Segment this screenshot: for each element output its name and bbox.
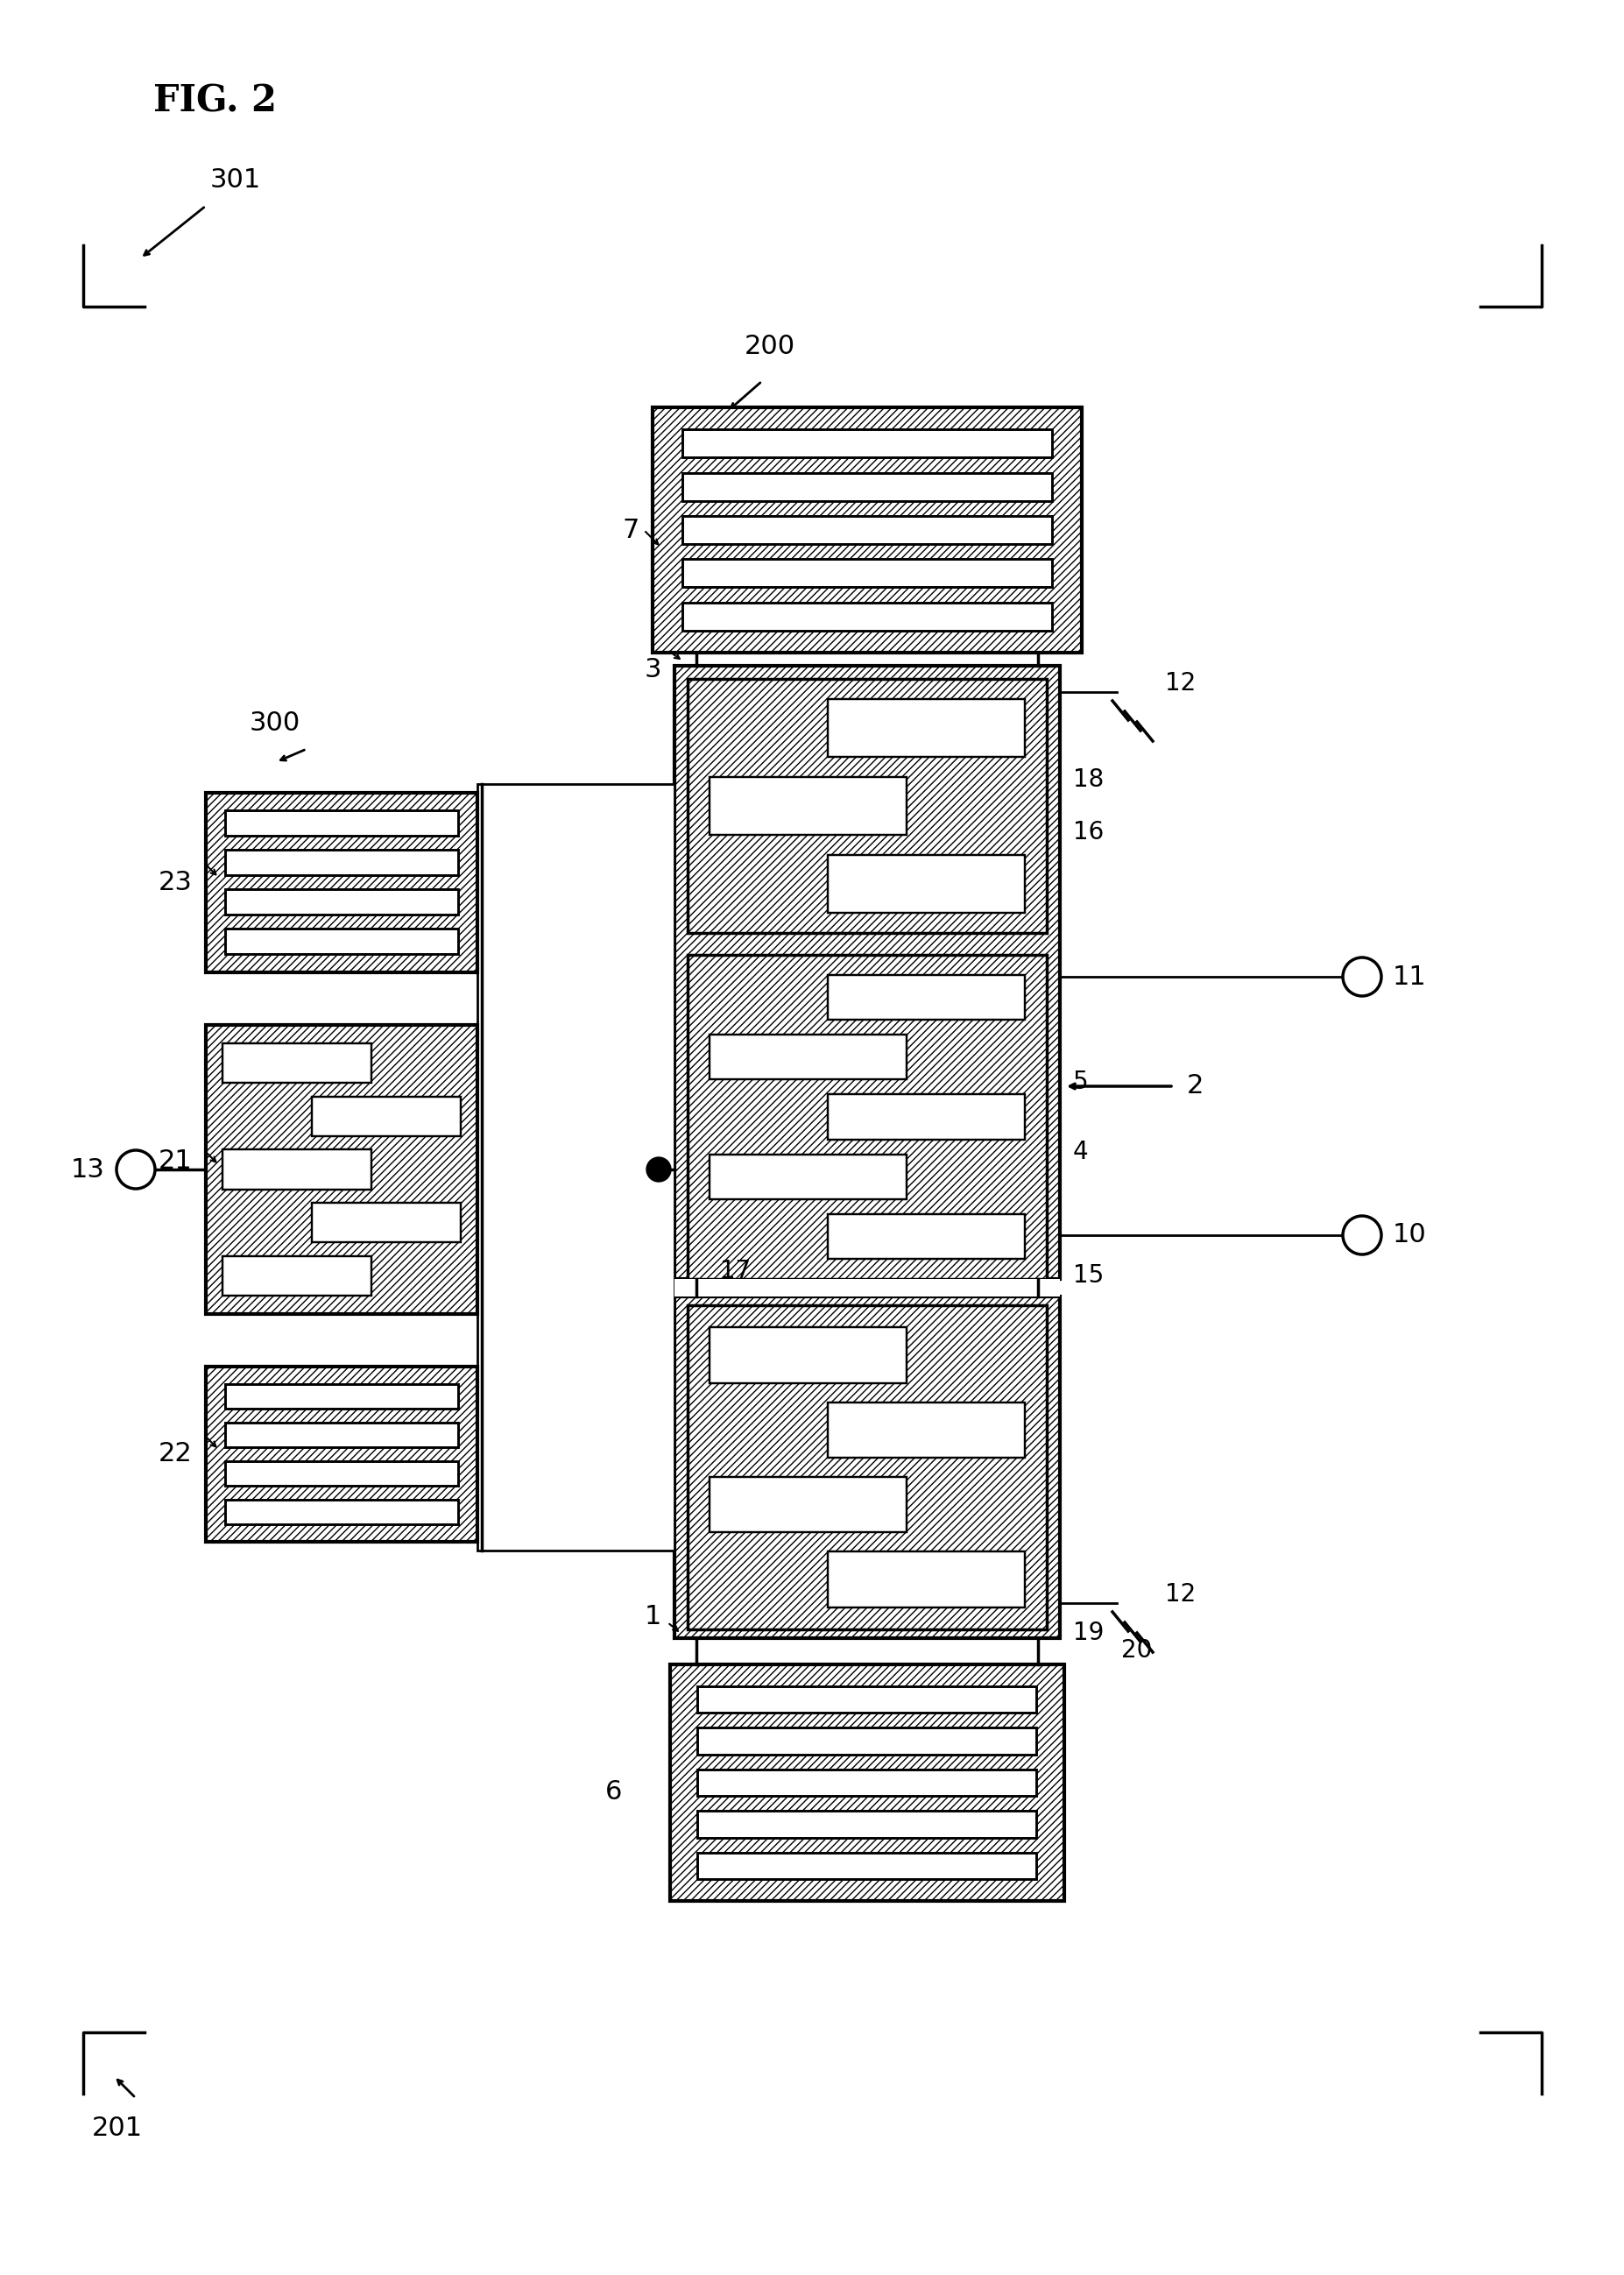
Bar (224, 1499, 458, 1524)
Text: 12: 12 (1164, 1581, 1195, 1606)
Bar (224, 810, 458, 835)
Bar (312, 1097, 461, 1135)
Bar (224, 928, 458, 953)
Text: 20: 20 (1121, 1638, 1151, 1663)
Text: 7: 7 (622, 516, 640, 544)
Bar (224, 1383, 458, 1408)
Text: 1: 1 (645, 1604, 661, 1629)
Bar (671, 1665, 1064, 1902)
Text: 5: 5 (1073, 1069, 1088, 1094)
Text: 19: 19 (1073, 1620, 1104, 1645)
Bar (224, 890, 458, 915)
Bar (710, 776, 906, 835)
Bar (828, 855, 1025, 912)
Text: 11: 11 (1393, 965, 1427, 990)
Bar (710, 1153, 906, 1199)
Bar (682, 473, 1052, 500)
Text: 12: 12 (1164, 671, 1195, 696)
Text: 301: 301 (209, 168, 261, 193)
Bar (828, 1401, 1025, 1458)
Text: 17: 17 (721, 1258, 752, 1283)
Bar (222, 1044, 372, 1083)
Bar (828, 698, 1025, 758)
Bar (224, 849, 458, 876)
Bar (682, 603, 1052, 630)
Text: 10: 10 (1393, 1222, 1427, 1249)
Bar (224, 1461, 458, 1486)
Circle shape (646, 1158, 671, 1181)
Text: 22: 22 (159, 1442, 193, 1467)
Bar (222, 1149, 372, 1190)
Text: 201: 201 (93, 2116, 143, 2141)
Bar (674, 667, 1060, 1279)
Circle shape (117, 1151, 154, 1190)
Bar (682, 430, 1052, 457)
Text: 15: 15 (1073, 1263, 1104, 1288)
Bar (206, 1367, 477, 1542)
Bar (828, 1215, 1025, 1258)
Bar (698, 1727, 1036, 1754)
Bar (687, 678, 1047, 933)
Bar (828, 1552, 1025, 1606)
Bar (698, 1811, 1036, 1838)
Bar (687, 1306, 1047, 1629)
Bar (828, 976, 1025, 1019)
Bar (710, 1329, 906, 1383)
Text: 4: 4 (1073, 1140, 1088, 1165)
Bar (674, 1279, 1060, 1297)
Bar (224, 1422, 458, 1447)
Text: 6: 6 (606, 1779, 622, 1804)
Circle shape (1343, 958, 1382, 996)
Bar (674, 1297, 1060, 1638)
Text: 300: 300 (250, 710, 300, 735)
Bar (682, 560, 1052, 587)
Bar (698, 1770, 1036, 1797)
Text: 200: 200 (744, 334, 796, 359)
Bar (687, 956, 1047, 1279)
Text: 13: 13 (71, 1156, 106, 1183)
Bar (698, 1686, 1036, 1713)
Text: 3: 3 (645, 657, 661, 682)
Text: 16: 16 (1073, 819, 1104, 844)
Bar (710, 1476, 906, 1533)
Text: 2: 2 (1187, 1074, 1203, 1099)
Text: 21: 21 (159, 1149, 193, 1174)
Bar (477, 785, 674, 1552)
Bar (312, 1203, 461, 1242)
Circle shape (1343, 1215, 1382, 1254)
Bar (206, 1026, 477, 1315)
Text: 23: 23 (159, 869, 193, 894)
Bar (682, 516, 1052, 544)
Bar (710, 1035, 906, 1081)
Bar (698, 1852, 1036, 1879)
Text: FIG. 2: FIG. 2 (153, 84, 276, 121)
Bar (222, 1256, 372, 1297)
Bar (206, 792, 477, 971)
Text: 18: 18 (1073, 767, 1104, 792)
Bar (828, 1094, 1025, 1140)
Bar (653, 407, 1082, 653)
